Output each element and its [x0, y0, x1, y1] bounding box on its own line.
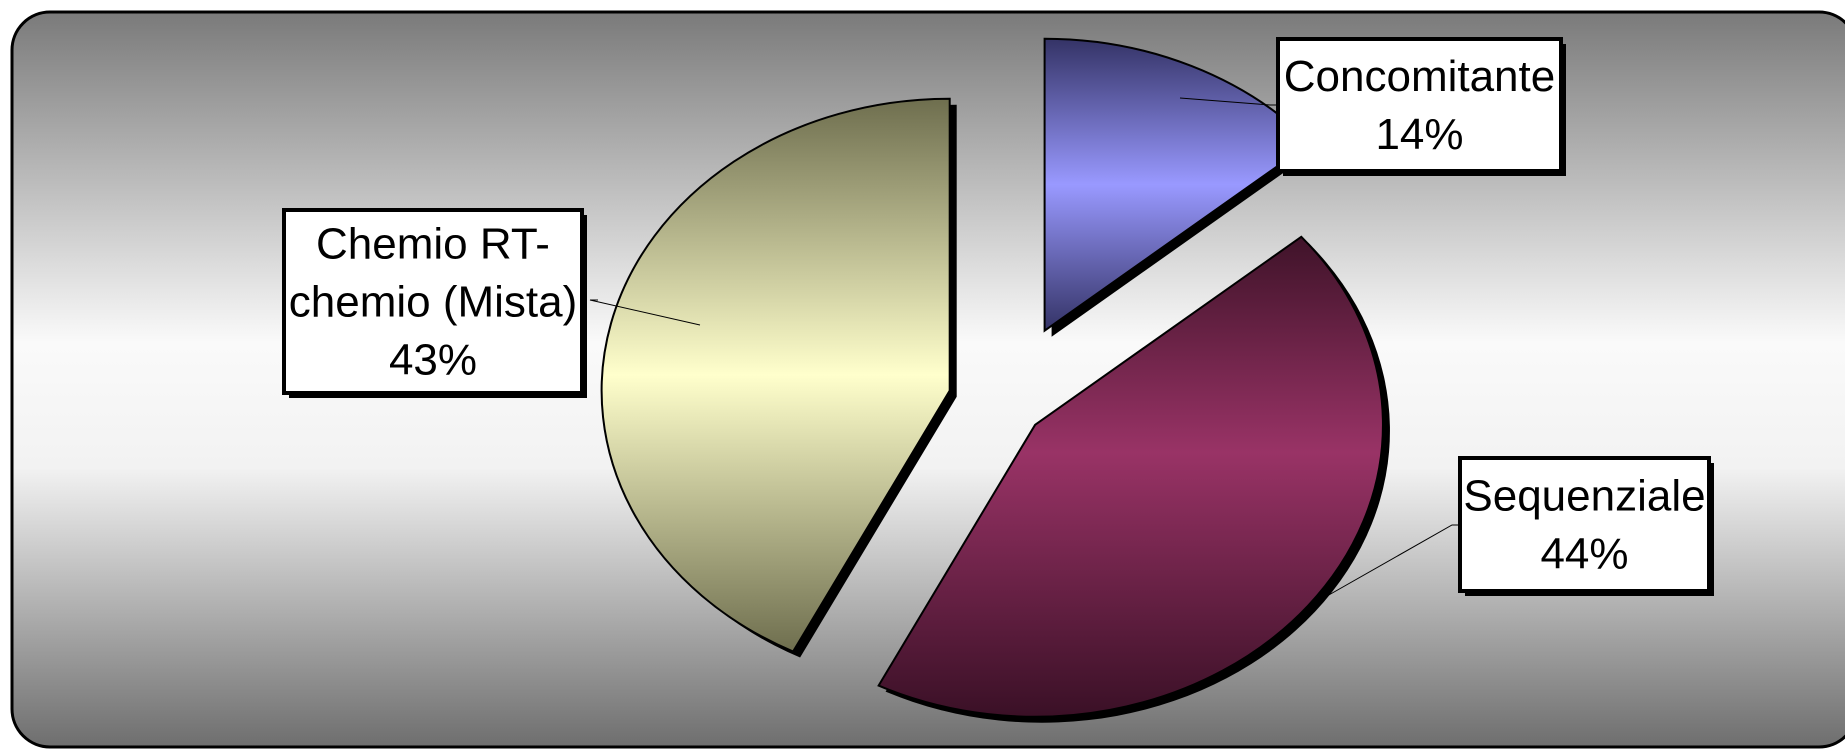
slice-percent-label-mista: 43%	[389, 336, 477, 385]
slice-name-label-concomitante: Concomitante	[1284, 52, 1555, 101]
leader-line-mista	[589, 299, 701, 326]
slice-percent-label-concomitante: 14%	[1375, 110, 1463, 159]
leader-line-sequenziale	[1319, 524, 1460, 601]
label-box-concomitante	[1276, 37, 1563, 173]
slice-percent-label-sequenziale: 44%	[1540, 530, 1628, 579]
slice-name-label-mista: chemio (Mista)	[289, 278, 578, 327]
label-box-mista	[282, 208, 584, 395]
leader-line-concomitante	[1179, 97, 1278, 106]
label-box-sequenziale	[1458, 456, 1711, 593]
slice-mista	[600, 97, 951, 653]
slice-name-label-sequenziale: Sequenziale	[1463, 472, 1705, 521]
slice-sequenziale	[877, 235, 1384, 718]
slice-name-label-mista: Chemio RT-	[316, 220, 550, 269]
